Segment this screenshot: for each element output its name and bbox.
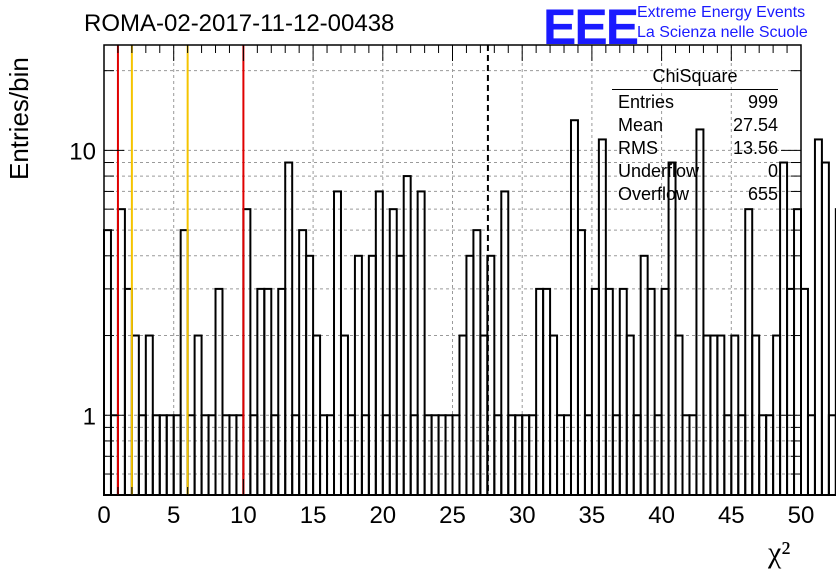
stats-value: 655 xyxy=(747,184,778,204)
stats-row-overflow: Overflow 655 xyxy=(612,183,778,206)
histogram-bar xyxy=(242,208,252,496)
stats-label: RMS xyxy=(618,138,658,158)
x-tick-label: 40 xyxy=(648,502,675,529)
histogram-bar xyxy=(800,287,809,497)
histogram-bar xyxy=(472,229,482,496)
histogram-bar xyxy=(535,287,545,497)
histogram-bar xyxy=(744,208,754,496)
x-tick-label: 50 xyxy=(788,502,815,529)
histogram-bar xyxy=(646,287,656,497)
stats-value: 999 xyxy=(747,92,778,112)
histogram-bar xyxy=(263,287,273,497)
histogram-bar xyxy=(618,287,628,497)
histogram-bar xyxy=(820,161,830,496)
histogram-bar xyxy=(367,254,377,496)
histogram-bar xyxy=(542,287,552,497)
stats-row-rms: RMS 13.56 xyxy=(612,137,778,160)
histogram-bar xyxy=(123,287,133,497)
histogram-bar xyxy=(298,229,308,496)
histogram-bar xyxy=(388,208,398,496)
stats-value: 13.56 xyxy=(732,138,778,158)
x-tick-label: 25 xyxy=(439,502,466,529)
histogram-bar xyxy=(667,161,677,496)
x-tick-label: 10 xyxy=(230,502,257,529)
histogram-bar xyxy=(639,254,649,496)
stats-row-mean: Mean 27.54 xyxy=(612,114,778,137)
stats-row-entries: Entries 999 xyxy=(612,91,778,114)
histogram-bar xyxy=(806,414,816,496)
stats-box: ChiSquare Entries 999 Mean 27.54 RMS 13.… xyxy=(612,66,778,206)
stats-label: Entries xyxy=(618,92,675,112)
logo-line-2: La Scienza nelle Scuole xyxy=(637,24,808,41)
histogram-bar xyxy=(793,208,803,496)
histogram-bar xyxy=(604,287,614,497)
x-tick-label: 5 xyxy=(167,502,180,529)
y-tick-label: 1 xyxy=(83,403,96,430)
stats-label: Overflow xyxy=(618,184,690,204)
stats-label: Underflow xyxy=(618,161,700,181)
logo-line-1: Extreme Energy Events xyxy=(637,4,806,21)
stats-label: Mean xyxy=(618,115,664,135)
histogram-bar xyxy=(576,229,586,496)
x-tick-label: 15 xyxy=(300,502,327,529)
histogram-bar xyxy=(416,190,426,497)
histogram-bar xyxy=(353,254,363,496)
histogram-bar xyxy=(277,287,287,497)
histogram-bar xyxy=(465,254,475,496)
x-tick-label: 30 xyxy=(509,502,536,529)
histogram-bar xyxy=(395,254,405,496)
histogram-bar xyxy=(786,287,796,497)
x-tick-label: 20 xyxy=(369,502,396,529)
histogram-bar xyxy=(284,161,294,496)
chart-title: ROMA-02-2017-11-12-00438 xyxy=(84,10,395,37)
stats-row-underflow: Underflow 0 xyxy=(612,160,778,183)
histogram-bar xyxy=(597,138,607,497)
histogram-bar xyxy=(214,287,224,497)
histogram-bar xyxy=(333,190,342,497)
eee-logo: EEE xyxy=(543,0,639,55)
x-tick-label: 45 xyxy=(718,502,745,529)
histogram-bar xyxy=(179,229,189,496)
histogram-bar xyxy=(116,208,126,496)
histogram-bar xyxy=(374,190,384,497)
stats-title: ChiSquare xyxy=(612,66,778,90)
x-tick-label: 0 xyxy=(97,502,110,529)
stats-value: 27.54 xyxy=(732,115,778,135)
histogram-bar xyxy=(256,287,266,497)
x-axis-label: χ² xyxy=(768,536,791,569)
y-axis-label: Entries/bin xyxy=(4,57,34,180)
histogram-bar xyxy=(305,254,315,496)
histogram-bar xyxy=(500,190,510,497)
histogram-bar xyxy=(103,229,112,496)
histogram-bar xyxy=(660,287,670,497)
histogram-bar xyxy=(590,287,600,497)
histogram-bar xyxy=(827,414,836,496)
y-tick-label: 10 xyxy=(69,138,96,165)
histogram-bar xyxy=(813,138,823,497)
histogram-bar xyxy=(779,161,789,496)
x-tick-label: 35 xyxy=(579,502,606,529)
stats-value: 0 xyxy=(767,161,778,181)
